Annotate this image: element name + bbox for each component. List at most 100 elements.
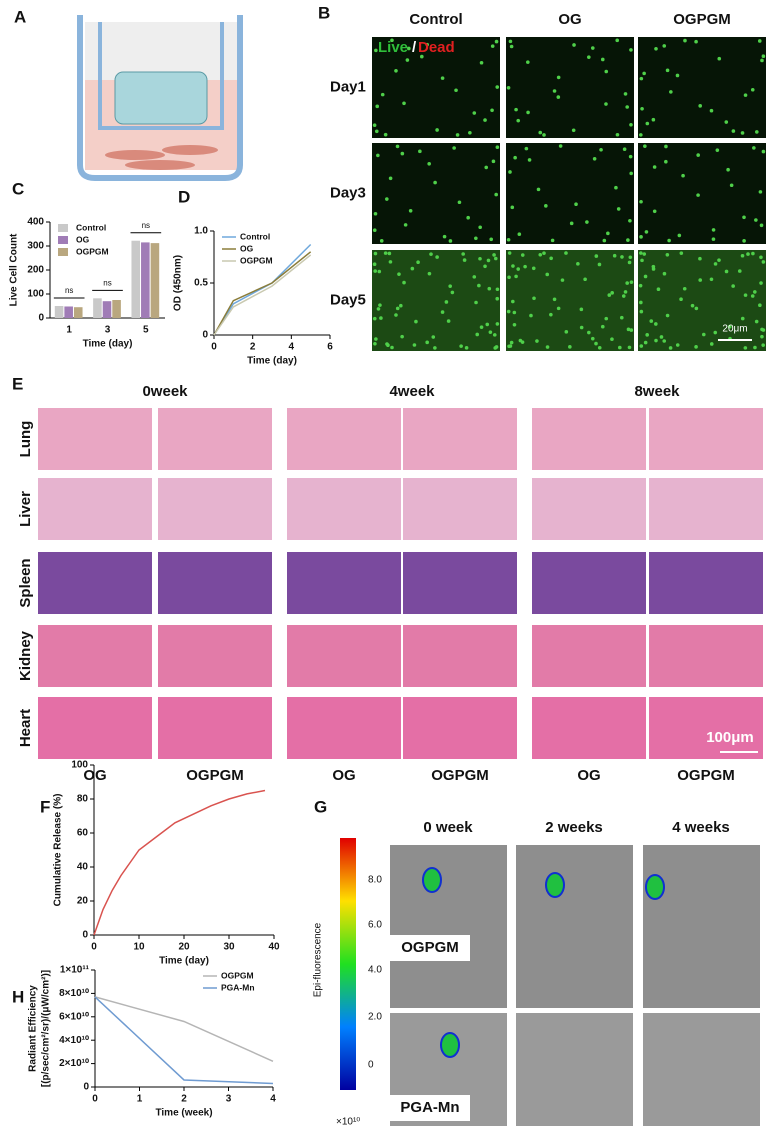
cell-dot — [750, 87, 755, 92]
cell-dot — [604, 316, 609, 321]
cell-dot — [407, 46, 411, 51]
bar — [54, 306, 64, 318]
cell-dot — [758, 190, 763, 194]
cell-dot — [669, 90, 673, 94]
ivis-image — [390, 845, 507, 1008]
cell-dot — [599, 147, 603, 152]
bar — [102, 301, 112, 318]
cell-dot — [520, 253, 525, 257]
cell-dot — [572, 43, 576, 47]
cell-dot — [388, 260, 393, 264]
cell-dot — [542, 251, 546, 255]
histology-image — [38, 625, 152, 687]
cell-dot — [579, 307, 584, 312]
y-tick-label: 100 — [27, 289, 44, 300]
cell-dot — [639, 251, 643, 255]
cell-dot — [512, 310, 517, 315]
cell-dot — [620, 255, 624, 259]
cell-dot — [475, 332, 480, 337]
cell-dot — [478, 225, 482, 230]
cell-dot — [761, 54, 766, 59]
cell-dot — [412, 343, 417, 347]
histology-image — [532, 478, 646, 540]
significance-label: ns — [65, 286, 73, 295]
histology-image — [38, 697, 152, 759]
cell-dot — [696, 193, 700, 197]
organ-label: Kidney — [17, 630, 34, 681]
cell-dot — [574, 202, 578, 207]
cell-dot — [402, 101, 406, 106]
cell-dot — [494, 39, 499, 44]
cell-dot — [662, 339, 667, 343]
histology-image — [287, 408, 401, 470]
cell-dot — [727, 324, 732, 329]
cell-dot — [640, 258, 644, 263]
group-label-box — [390, 935, 470, 961]
cell-dot — [625, 281, 629, 285]
cell-dot — [448, 239, 453, 243]
cell-dot — [602, 238, 607, 243]
significance-label: ns — [103, 278, 111, 287]
cell-dot — [639, 344, 644, 348]
panel-label: H — [12, 987, 24, 1006]
cell-dot — [549, 256, 553, 261]
group-label: OG — [83, 767, 106, 784]
cell-dot — [489, 237, 494, 242]
cell-dot — [452, 146, 456, 150]
cell-dot — [374, 48, 378, 53]
cell-dot — [450, 290, 455, 295]
bar — [131, 240, 141, 318]
cell-dot — [760, 334, 764, 339]
legend-label: OGPGM — [76, 246, 109, 256]
cell-dot — [468, 131, 472, 135]
x-tick-label: 1 — [137, 1094, 143, 1105]
cell-dot — [626, 327, 631, 332]
histology-image — [158, 478, 272, 540]
bar — [93, 298, 102, 318]
cell-dot — [478, 256, 482, 261]
cell-dot — [538, 252, 543, 257]
cell-dot — [538, 130, 543, 135]
cell-dot — [549, 312, 553, 317]
cell-dot — [614, 185, 618, 190]
cell-dot — [462, 258, 467, 262]
legend-dead: Dead — [418, 39, 455, 56]
cell-dot — [385, 197, 389, 201]
cell-dot — [556, 95, 561, 99]
histology-image — [532, 697, 646, 759]
legend-label: OGPGM — [240, 255, 273, 265]
legend-swatch — [58, 224, 68, 232]
column-label: Control — [409, 11, 462, 28]
cell-dot — [474, 236, 478, 241]
ivis-image — [643, 845, 760, 1008]
fluorescence-image — [638, 250, 766, 351]
cell-dot — [448, 284, 452, 288]
cell-dot — [414, 319, 418, 324]
cell-dot — [579, 325, 584, 330]
signal-spot — [645, 874, 665, 900]
cell-dot — [639, 235, 643, 239]
cell-dot — [711, 237, 716, 241]
well-wall — [77, 15, 243, 181]
cell-dot — [665, 68, 670, 73]
cell-dot — [390, 345, 394, 350]
panel-label: E — [12, 374, 23, 393]
cell-dot — [544, 204, 548, 208]
cell-dot — [701, 332, 706, 337]
cell-dot — [724, 120, 729, 124]
cell-dot — [639, 309, 644, 314]
cell-dot — [643, 340, 648, 345]
cell-dot — [444, 300, 449, 304]
histology-image — [532, 625, 646, 687]
cell-dot — [690, 303, 695, 308]
group-label: OGPGM — [431, 767, 489, 784]
cell — [105, 150, 165, 160]
cell-dot — [662, 271, 667, 276]
cell-dot — [694, 306, 699, 311]
y-tick-label: 0 — [202, 330, 208, 341]
histology-image — [649, 552, 763, 614]
cell-dot — [507, 344, 511, 349]
cell — [125, 160, 195, 170]
cell-dot — [373, 269, 377, 273]
